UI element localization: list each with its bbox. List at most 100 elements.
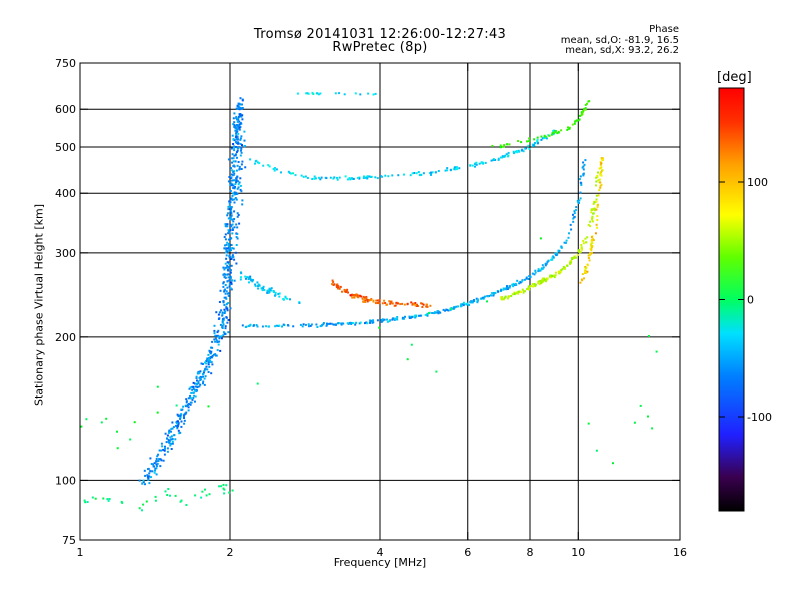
echo-point bbox=[338, 176, 341, 179]
echo-point bbox=[418, 174, 421, 177]
echo-point bbox=[225, 316, 228, 319]
echo-point bbox=[233, 145, 235, 148]
echo-point bbox=[213, 332, 216, 335]
echo-point bbox=[384, 302, 387, 304]
echo-point bbox=[237, 102, 240, 105]
echo-point bbox=[585, 241, 588, 244]
echo-point bbox=[531, 283, 534, 286]
echo-point bbox=[229, 201, 232, 204]
echo-point bbox=[596, 176, 599, 178]
echo-point bbox=[560, 269, 563, 271]
echo-point bbox=[435, 370, 438, 373]
echo-point bbox=[233, 172, 236, 175]
echo-point bbox=[261, 286, 264, 289]
echo-point bbox=[639, 404, 642, 407]
echo-point bbox=[337, 287, 339, 290]
echo-point bbox=[374, 302, 377, 305]
echo-point bbox=[237, 186, 240, 189]
echo-point bbox=[222, 483, 225, 486]
echo-point bbox=[235, 181, 237, 184]
echo-point bbox=[515, 150, 517, 153]
echo-point bbox=[240, 168, 243, 170]
echo-point bbox=[239, 184, 242, 187]
echo-point bbox=[176, 425, 179, 427]
echo-point bbox=[226, 225, 229, 228]
echo-point bbox=[591, 246, 593, 249]
echo-point bbox=[238, 222, 241, 225]
echo-point bbox=[532, 144, 535, 147]
echo-point bbox=[240, 272, 243, 275]
echo-point bbox=[278, 292, 281, 295]
echo-point bbox=[595, 208, 598, 211]
echo-point bbox=[418, 314, 420, 317]
echo-point bbox=[240, 151, 243, 154]
echo-point bbox=[318, 176, 320, 179]
echo-point bbox=[236, 164, 239, 167]
echo-point bbox=[501, 298, 504, 301]
echo-point bbox=[261, 289, 264, 292]
echo-point bbox=[116, 447, 119, 450]
echo-point bbox=[567, 126, 569, 129]
echo-point bbox=[226, 266, 229, 269]
echo-point bbox=[217, 329, 220, 332]
echo-point bbox=[229, 229, 232, 232]
echo-point bbox=[235, 198, 238, 201]
y-tick-label: 75 bbox=[62, 534, 76, 547]
echo-point bbox=[154, 467, 157, 470]
echo-point bbox=[204, 361, 206, 364]
echo-point bbox=[197, 382, 200, 385]
echo-point bbox=[180, 425, 183, 428]
echo-point bbox=[230, 211, 233, 214]
echo-point bbox=[317, 93, 320, 96]
echo-point bbox=[165, 441, 168, 444]
echo-point bbox=[164, 447, 166, 450]
echo-point bbox=[240, 146, 243, 149]
echo-point bbox=[431, 312, 434, 314]
echo-point bbox=[513, 291, 516, 294]
echo-point bbox=[415, 314, 418, 317]
echo-point bbox=[364, 296, 366, 299]
echo-point bbox=[227, 232, 230, 235]
echo-point bbox=[320, 176, 323, 179]
echo-point bbox=[529, 285, 532, 287]
echo-point bbox=[521, 280, 524, 283]
echo-point bbox=[240, 149, 242, 152]
echo-point bbox=[389, 301, 392, 304]
echo-point bbox=[566, 128, 569, 131]
echo-point bbox=[244, 326, 247, 328]
echo-point bbox=[224, 223, 227, 226]
echo-point bbox=[576, 200, 579, 202]
echo-point bbox=[597, 171, 599, 174]
echo-point bbox=[234, 160, 237, 163]
echo-point bbox=[170, 427, 173, 430]
echo-point bbox=[359, 321, 362, 324]
echo-point bbox=[156, 411, 159, 414]
echo-point bbox=[232, 117, 235, 120]
echo-point bbox=[233, 146, 236, 149]
echo-point bbox=[532, 285, 535, 288]
echo-point bbox=[308, 325, 310, 328]
echo-point bbox=[254, 285, 257, 288]
echo-point bbox=[228, 262, 230, 265]
echo-point bbox=[153, 462, 156, 465]
echo-point bbox=[595, 223, 598, 226]
echo-point bbox=[198, 372, 201, 375]
echo-point bbox=[212, 353, 215, 356]
echo-point bbox=[236, 175, 239, 178]
echo-point bbox=[574, 209, 577, 211]
y-tick-label: 200 bbox=[55, 331, 76, 344]
echo-point bbox=[192, 385, 195, 388]
colorbar-unit-label: [deg] bbox=[717, 70, 752, 85]
echo-point bbox=[254, 283, 257, 286]
echo-point bbox=[218, 311, 221, 314]
echo-point bbox=[578, 178, 581, 181]
echo-point bbox=[236, 128, 239, 131]
echo-point bbox=[573, 122, 576, 125]
echo-point bbox=[582, 168, 585, 171]
echo-point bbox=[177, 414, 180, 417]
echo-point bbox=[345, 290, 347, 293]
echo-point bbox=[223, 296, 226, 299]
echo-point bbox=[239, 115, 242, 118]
echo-point bbox=[83, 499, 86, 502]
echo-point bbox=[230, 225, 232, 227]
